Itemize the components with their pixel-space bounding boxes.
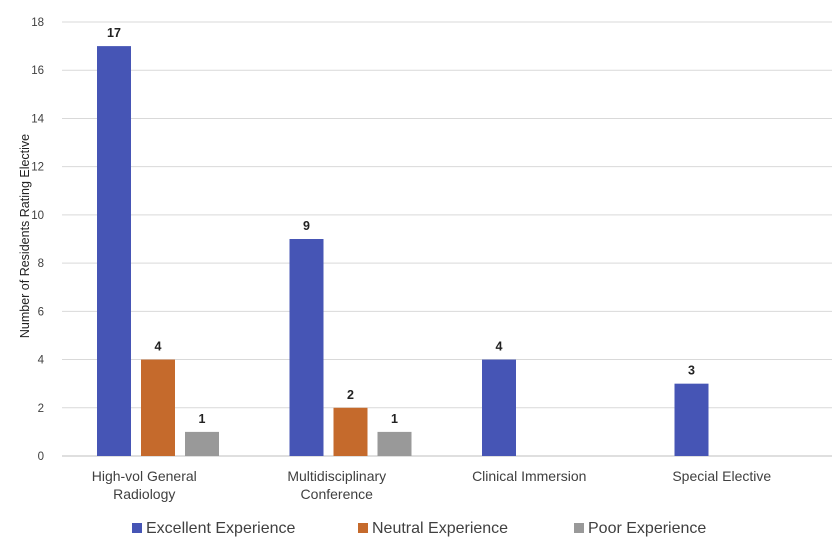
bar-excellent-experience xyxy=(289,239,324,456)
x-category-label-line: High-vol General xyxy=(92,468,197,484)
y-tick-label: 4 xyxy=(38,355,45,367)
y-tick-label: 18 xyxy=(31,17,44,29)
legend-label: Poor Experience xyxy=(588,520,706,537)
data-label: 9 xyxy=(303,219,310,233)
y-tick-label: 10 xyxy=(31,210,44,222)
bar-excellent-experience xyxy=(674,383,709,456)
data-label: 17 xyxy=(107,26,121,40)
y-tick-label: 6 xyxy=(38,306,44,318)
y-tick-label: 12 xyxy=(31,162,44,174)
legend-label: Excellent Experience xyxy=(146,520,296,537)
y-axis-label: Number of Residents Rating Elective xyxy=(18,134,32,338)
bar-excellent-experience xyxy=(97,46,131,456)
data-labels: 17 4 1 9 2 1 4 3 xyxy=(107,26,695,426)
gridlines xyxy=(62,21,832,457)
data-label: 4 xyxy=(496,340,503,354)
x-category-label-line: Special Elective xyxy=(672,468,771,484)
bar-neutral-experience xyxy=(333,407,368,456)
x-category-label: Special Elective xyxy=(672,468,771,484)
y-tick-label: 0 xyxy=(38,451,44,463)
bars xyxy=(97,46,709,456)
bar-neutral-experience xyxy=(141,359,175,456)
y-tick-label: 14 xyxy=(31,113,44,125)
data-label: 1 xyxy=(199,412,206,426)
bar-poor-experience xyxy=(377,431,412,456)
x-category-label: Multidisciplinary Conference xyxy=(287,468,386,502)
x-category-label-line: Clinical Immersion xyxy=(472,468,586,484)
data-label: 1 xyxy=(391,412,398,426)
y-tick-label: 2 xyxy=(38,403,44,415)
legend-swatch xyxy=(574,523,584,533)
bar-poor-experience xyxy=(185,431,219,456)
legend-swatch xyxy=(358,523,368,533)
x-category-label-line: Conference xyxy=(301,486,374,502)
data-label: 3 xyxy=(688,364,695,378)
x-category-label: High-vol General Radiology xyxy=(92,468,197,502)
x-category-label: Clinical Immersion xyxy=(472,468,586,484)
data-label: 2 xyxy=(347,388,354,402)
y-axis-ticks: 0 2 4 6 8 10 12 14 16 18 xyxy=(31,17,44,463)
x-category-label-line: Radiology xyxy=(113,486,175,502)
y-tick-label: 16 xyxy=(31,65,44,77)
legend-label: Neutral Experience xyxy=(372,520,508,537)
y-tick-label: 8 xyxy=(38,258,44,270)
x-axis-categories: High-vol General Radiology Multidisciplina… xyxy=(92,468,772,502)
bar-excellent-experience xyxy=(482,359,516,456)
legend: Excellent Experience Neutral Experience Po… xyxy=(132,520,706,537)
data-label: 4 xyxy=(155,340,162,354)
x-category-label-line: Multidisciplinary xyxy=(287,468,386,484)
legend-swatch xyxy=(132,523,142,533)
